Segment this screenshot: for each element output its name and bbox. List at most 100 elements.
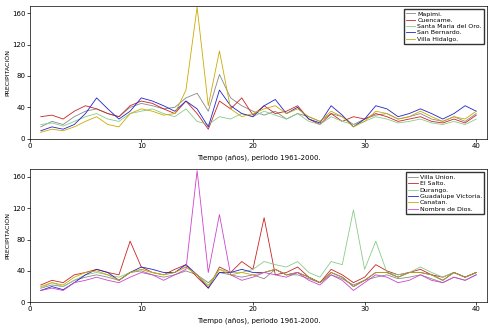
Villa Union. xyxy=(451,275,457,279)
Cuencame. xyxy=(306,117,312,121)
Durango. xyxy=(94,271,100,275)
Guadalupe Victoria. xyxy=(462,275,468,279)
Cuencame. xyxy=(440,121,446,125)
Santa Maria del Oro. xyxy=(351,122,356,126)
Canatan. xyxy=(194,273,200,277)
Cuencame. xyxy=(317,122,323,126)
Guadalupe Victoria. xyxy=(328,271,334,275)
Villa Union. xyxy=(373,275,379,279)
Villa Union. xyxy=(261,277,267,281)
Nombre de Dios. xyxy=(406,278,412,282)
Cuencame. xyxy=(60,117,66,121)
El Salto. xyxy=(194,275,200,279)
Durango. xyxy=(462,275,468,279)
Canatan. xyxy=(205,284,211,288)
Santa Maria del Oro. xyxy=(362,119,368,123)
Villa Hidalgo. xyxy=(418,109,423,113)
Mapimi. xyxy=(395,117,401,121)
Santa Maria del Oro. xyxy=(94,112,100,115)
Mapimi. xyxy=(250,109,256,113)
Canatan. xyxy=(105,273,111,277)
El Salto. xyxy=(272,273,278,277)
Durango. xyxy=(395,273,401,277)
Villa Union. xyxy=(105,275,111,279)
Canatan. xyxy=(395,275,401,279)
Villa Hidalgo. xyxy=(105,122,111,126)
San Bernardo. xyxy=(105,107,111,111)
Santa Maria del Oro. xyxy=(205,122,211,126)
Line: Cuencame.: Cuencame. xyxy=(41,98,476,129)
Cuencame. xyxy=(127,104,133,108)
Nombre de Dios. xyxy=(373,273,379,277)
Mapimi. xyxy=(384,112,390,115)
Durango. xyxy=(328,259,334,263)
Villa Hidalgo. xyxy=(60,129,66,133)
Nombre de Dios. xyxy=(351,288,356,292)
Villa Hidalgo. xyxy=(451,115,457,119)
Guadalupe Victoria. xyxy=(406,271,412,275)
Santa Maria del Oro. xyxy=(139,109,144,113)
Villa Union. xyxy=(94,273,100,277)
Cuencame. xyxy=(71,109,77,113)
Nombre de Dios. xyxy=(161,278,167,282)
Nombre de Dios. xyxy=(250,275,256,279)
Canatan. xyxy=(283,273,289,277)
El Salto. xyxy=(139,265,144,269)
Durango. xyxy=(127,271,133,275)
Guadalupe Victoria. xyxy=(82,273,88,277)
Mapimi. xyxy=(283,117,289,121)
Santa Maria del Oro. xyxy=(306,119,312,123)
Durango. xyxy=(161,273,167,277)
Mapimi. xyxy=(228,96,234,100)
San Bernardo. xyxy=(172,109,178,113)
Mapimi. xyxy=(473,112,479,115)
Villa Hidalgo. xyxy=(216,49,222,53)
Canatan. xyxy=(261,271,267,275)
Cuencame. xyxy=(339,119,345,123)
Santa Maria del Oro. xyxy=(339,119,345,123)
Canatan. xyxy=(351,284,356,288)
Mapimi. xyxy=(440,119,446,123)
Canatan. xyxy=(172,271,178,275)
Durango. xyxy=(194,273,200,277)
Durango. xyxy=(116,275,122,279)
Durango. xyxy=(250,267,256,271)
El Salto. xyxy=(127,239,133,243)
El Salto. xyxy=(283,271,289,275)
El Salto. xyxy=(473,271,479,275)
Cuencame. xyxy=(149,101,155,105)
Durango. xyxy=(295,259,301,263)
Cuencame. xyxy=(272,112,278,115)
Canatan. xyxy=(127,271,133,275)
Guadalupe Victoria. xyxy=(428,273,434,277)
Villa Union. xyxy=(428,277,434,281)
San Bernardo. xyxy=(328,104,334,108)
Nombre de Dios. xyxy=(82,278,88,282)
Cuencame. xyxy=(172,112,178,115)
Nombre de Dios. xyxy=(139,271,144,275)
Santa Maria del Oro. xyxy=(38,122,44,126)
Nombre de Dios. xyxy=(49,286,55,290)
Guadalupe Victoria. xyxy=(306,275,312,279)
Villa Union. xyxy=(317,281,323,285)
San Bernardo. xyxy=(462,104,468,108)
Santa Maria del Oro. xyxy=(317,122,323,126)
San Bernardo. xyxy=(418,107,423,111)
Cuencame. xyxy=(473,113,479,117)
Guadalupe Victoria. xyxy=(183,263,189,267)
El Salto. xyxy=(440,275,446,279)
Villa Union. xyxy=(228,273,234,277)
Durango. xyxy=(351,208,356,212)
Villa Hidalgo. xyxy=(194,5,200,9)
Villa Hidalgo. xyxy=(261,107,267,111)
Guadalupe Victoria. xyxy=(451,271,457,275)
Villa Hidalgo. xyxy=(306,115,312,119)
Santa Maria del Oro. xyxy=(462,122,468,126)
Villa Union. xyxy=(127,271,133,275)
X-axis label: Tiempo (años), periodo 1961-2000.: Tiempo (años), periodo 1961-2000. xyxy=(197,154,320,161)
Santa Maria del Oro. xyxy=(373,115,379,119)
Villa Union. xyxy=(172,273,178,277)
Durango. xyxy=(306,271,312,275)
Cuencame. xyxy=(194,112,200,115)
X-axis label: Tiempo (años), periodo 1961-2000.: Tiempo (años), periodo 1961-2000. xyxy=(197,318,320,324)
